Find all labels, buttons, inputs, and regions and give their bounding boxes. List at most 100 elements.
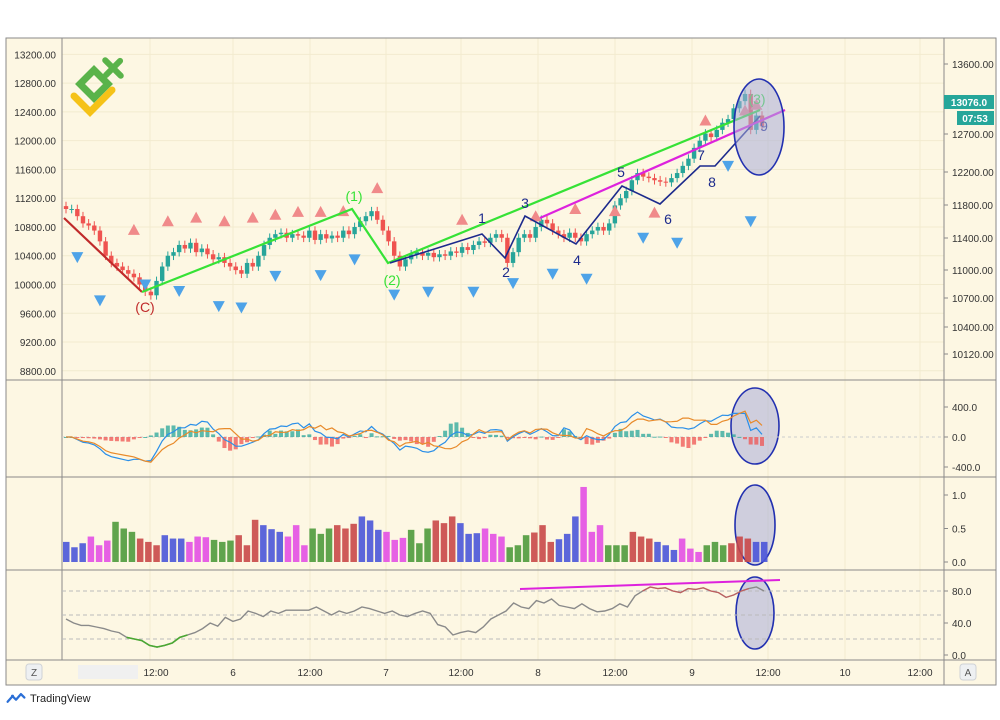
left-price-tick: 11600.00 bbox=[15, 165, 56, 176]
macd-histogram-bar bbox=[120, 437, 125, 442]
macd-histogram-bar bbox=[522, 437, 527, 438]
macd-histogram-bar bbox=[216, 437, 221, 442]
volume-bar bbox=[350, 523, 357, 562]
volume-bar bbox=[95, 545, 103, 562]
macd-histogram-bar bbox=[494, 434, 499, 437]
volume-bar bbox=[588, 531, 596, 562]
wave-label: 8 bbox=[708, 174, 716, 190]
candle-body bbox=[403, 259, 408, 267]
macd-histogram-bar bbox=[329, 437, 334, 447]
macd-histogram-bar bbox=[250, 437, 255, 439]
down-signal-arrow bbox=[580, 273, 593, 285]
candle-body bbox=[590, 230, 595, 235]
down-signal-arrow bbox=[348, 254, 361, 266]
volume-bar bbox=[613, 545, 620, 562]
candle-body bbox=[92, 225, 97, 231]
macd-signal-line bbox=[66, 410, 763, 463]
macd-histogram-bar bbox=[103, 437, 108, 441]
down-signal-arrow bbox=[173, 285, 186, 297]
tradingview-logo-icon[interactable] bbox=[6, 692, 26, 706]
volume-bar bbox=[522, 535, 530, 562]
volume-bar bbox=[358, 516, 366, 562]
time-tick: 10 bbox=[839, 668, 851, 679]
macd-histogram-bar bbox=[544, 437, 549, 440]
volume-bar bbox=[572, 516, 579, 562]
up-signal-arrow bbox=[529, 210, 542, 222]
macd-histogram-bar bbox=[443, 430, 448, 437]
macd-histogram-bar bbox=[380, 436, 385, 438]
macd-histogram-bar bbox=[556, 437, 561, 438]
macd-histogram-bar bbox=[279, 430, 284, 437]
candle-body bbox=[595, 226, 601, 231]
volume-bar bbox=[687, 548, 694, 562]
macd-histogram-bar bbox=[612, 432, 617, 437]
volume-bar bbox=[391, 539, 398, 562]
up-signal-arrow bbox=[269, 208, 282, 220]
candle-body bbox=[539, 219, 544, 227]
rsi-tick: 80.0 bbox=[952, 587, 972, 598]
candle-body bbox=[137, 277, 142, 285]
volume-bar bbox=[210, 539, 218, 562]
volume-tick: 0.5 bbox=[952, 525, 966, 536]
zoom-button[interactable]: Z bbox=[31, 668, 37, 679]
candle-body bbox=[159, 266, 165, 281]
macd-histogram-bar bbox=[516, 437, 521, 439]
volume-bar bbox=[621, 545, 628, 562]
tradingview-brand[interactable]: TradingView bbox=[30, 693, 91, 705]
candle-body bbox=[533, 226, 538, 238]
up-signal-arrow bbox=[371, 182, 384, 194]
macd-histogram-bar bbox=[590, 437, 595, 445]
candle-body bbox=[352, 226, 357, 235]
up-signal-arrow bbox=[246, 211, 259, 223]
candle-body bbox=[233, 266, 238, 271]
volume-bar bbox=[539, 525, 546, 562]
volume-bar bbox=[440, 523, 448, 562]
volume-bar bbox=[695, 551, 702, 562]
macd-histogram-bar bbox=[92, 437, 97, 439]
volume-bar bbox=[670, 549, 678, 562]
down-signal-arrow bbox=[314, 270, 327, 282]
down-signal-arrow bbox=[722, 160, 735, 172]
macd-histogram-bar bbox=[301, 435, 306, 437]
volume-bar bbox=[547, 541, 554, 562]
macd-histogram-bar bbox=[137, 437, 142, 438]
volume-bar bbox=[448, 516, 456, 562]
candle-body bbox=[86, 223, 91, 226]
left-price-tick: 8800.00 bbox=[20, 367, 57, 378]
right-price-tick: 10120.00 bbox=[952, 350, 994, 361]
volume-bar bbox=[506, 547, 513, 562]
macd-histogram-bar bbox=[409, 437, 414, 442]
candle-body bbox=[199, 248, 205, 253]
macd-histogram-bar bbox=[448, 423, 453, 437]
up-signal-arrow bbox=[161, 215, 174, 227]
candle-body bbox=[75, 209, 80, 217]
macd-histogram-bar bbox=[539, 436, 544, 438]
candle-body bbox=[573, 232, 578, 238]
volume-bar bbox=[301, 545, 308, 562]
macd-histogram-bar bbox=[431, 437, 436, 442]
candle-body bbox=[618, 198, 623, 206]
volume-bar bbox=[736, 536, 743, 562]
macd-histogram-bar bbox=[290, 431, 295, 437]
macd-histogram-bar bbox=[205, 427, 210, 437]
wave-label: 5 bbox=[617, 164, 625, 180]
up-signal-arrow bbox=[648, 206, 661, 218]
wave-label: (2) bbox=[383, 272, 400, 288]
candle-body bbox=[210, 254, 216, 260]
macd-histogram-bar bbox=[239, 437, 244, 445]
volume-bar bbox=[325, 528, 333, 562]
macd-histogram-bar bbox=[641, 433, 646, 437]
countdown-badge-bg bbox=[957, 111, 994, 125]
volume-bar bbox=[637, 536, 645, 562]
auto-scale-button[interactable]: A bbox=[965, 668, 972, 679]
right-price-tick: 12700.00 bbox=[952, 130, 994, 141]
candle-body bbox=[114, 262, 120, 267]
candle-body bbox=[646, 176, 652, 179]
volume-bar bbox=[333, 525, 341, 562]
macd-histogram-bar bbox=[109, 437, 114, 441]
macd-histogram-bar bbox=[437, 436, 442, 438]
wave-label: 7 bbox=[697, 147, 705, 163]
macd-histogram-bar bbox=[296, 429, 300, 437]
volume-bar bbox=[498, 536, 505, 562]
